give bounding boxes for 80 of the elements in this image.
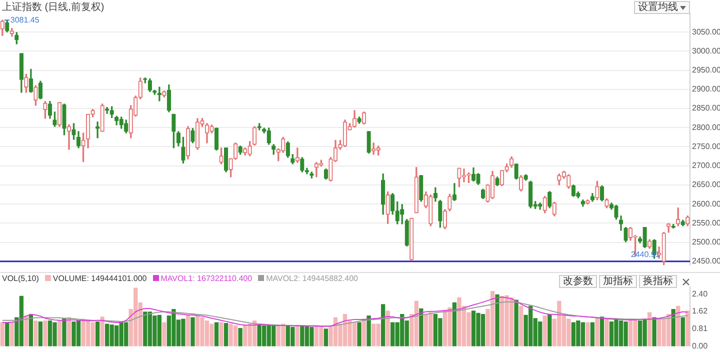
candlestick	[366, 131, 371, 154]
annotation: 设置均线	[638, 2, 678, 13]
bar	[66, 317, 72, 346]
bar	[652, 317, 656, 346]
annotation: 改参数	[563, 276, 593, 287]
bar	[238, 328, 242, 346]
bar	[224, 323, 228, 346]
bar	[495, 294, 500, 346]
bar	[186, 316, 190, 346]
bar	[590, 322, 595, 346]
candlestick	[62, 104, 66, 136]
candlestick	[238, 146, 242, 155]
bar	[324, 328, 328, 346]
annotation: 加指标	[603, 276, 633, 287]
candlestick	[66, 124, 72, 150]
y-tick-label: 0.00	[692, 341, 708, 350]
bar	[62, 318, 66, 346]
candlestick	[624, 227, 628, 242]
candlestick	[52, 112, 57, 127]
candlestick	[448, 194, 452, 212]
candlestick	[504, 164, 509, 172]
candlestick	[100, 104, 104, 132]
bar	[295, 325, 300, 346]
candlestick	[72, 123, 76, 140]
candlestick	[190, 128, 195, 144]
bar	[600, 316, 604, 346]
bar	[647, 312, 652, 346]
bar	[542, 316, 547, 346]
candlestick	[181, 136, 186, 164]
bar	[43, 320, 48, 346]
bar	[219, 322, 224, 346]
bar	[676, 306, 680, 346]
annotation: 3081.45	[10, 15, 40, 24]
bar	[518, 306, 524, 346]
candlestick	[514, 164, 518, 180]
candlestick	[81, 132, 86, 162]
legend-label: VOLUME: 149444101.000	[52, 274, 147, 283]
bar	[10, 322, 14, 346]
candlestick	[604, 198, 609, 208]
bar	[5, 322, 10, 346]
bar	[386, 310, 390, 346]
bar	[686, 310, 690, 346]
bar	[366, 316, 371, 346]
chart-title: VOL(5,10)	[2, 274, 39, 283]
bar	[24, 316, 28, 346]
candlestick	[228, 158, 233, 178]
bar	[604, 318, 609, 346]
bar	[214, 322, 219, 346]
bar	[419, 308, 424, 346]
candlestick	[595, 180, 600, 200]
candlestick	[219, 148, 224, 164]
bar	[357, 322, 362, 346]
bar	[514, 300, 518, 346]
candlestick	[34, 85, 38, 106]
y-tick-label: 0.81	[692, 324, 708, 333]
bar	[671, 309, 676, 346]
bar	[57, 320, 62, 346]
bar	[95, 322, 100, 346]
bar	[452, 302, 457, 346]
legend-label: MAVOL2: 149445882.400	[266, 274, 358, 283]
candlestick	[172, 114, 176, 148]
bar	[38, 322, 43, 346]
bar	[34, 320, 38, 346]
legend-label: MAVOL1: 167322110.400	[160, 274, 252, 283]
bar	[595, 317, 600, 346]
annotation: 换指标	[643, 276, 673, 287]
chart-title: 上证指数 (日线,前复权)	[2, 0, 104, 14]
candlestick	[495, 176, 500, 186]
bar	[548, 314, 552, 346]
y-tick-label: 2.40	[692, 290, 708, 299]
candlestick	[357, 116, 362, 124]
bar	[586, 322, 590, 346]
bar	[0, 322, 4, 346]
y-tick-label: 1.62	[692, 306, 708, 316]
bar	[100, 316, 104, 346]
bar	[162, 322, 166, 346]
candlestick	[43, 100, 48, 119]
bar	[680, 317, 685, 346]
bar	[190, 317, 195, 346]
bar	[380, 304, 386, 346]
